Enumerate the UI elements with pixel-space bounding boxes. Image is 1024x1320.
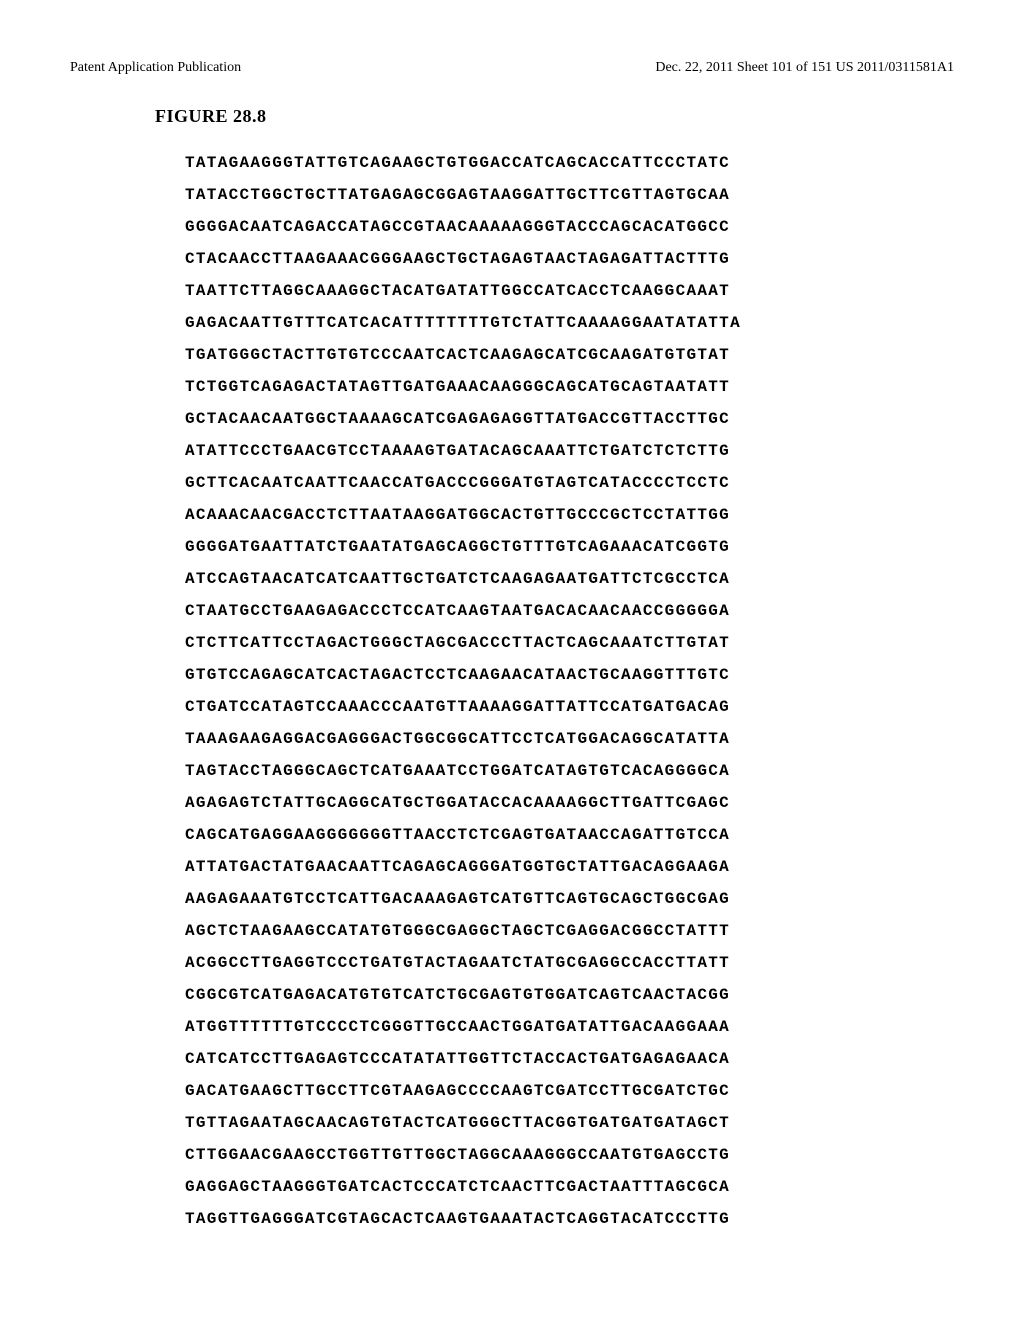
figure-title: FIGURE 28.8 <box>155 106 974 127</box>
page-header: Patent Application Publication Dec. 22, … <box>50 60 974 76</box>
header-publication-label: Patent Application Publication <box>70 60 241 76</box>
dna-sequence-block: TATAGAAGGGTATTGTCAGAAGCTGTGGACCATCAGCACC… <box>185 147 974 1235</box>
header-date-info: Dec. 22, 2011 Sheet 101 of 151 US 2011/0… <box>655 60 954 76</box>
